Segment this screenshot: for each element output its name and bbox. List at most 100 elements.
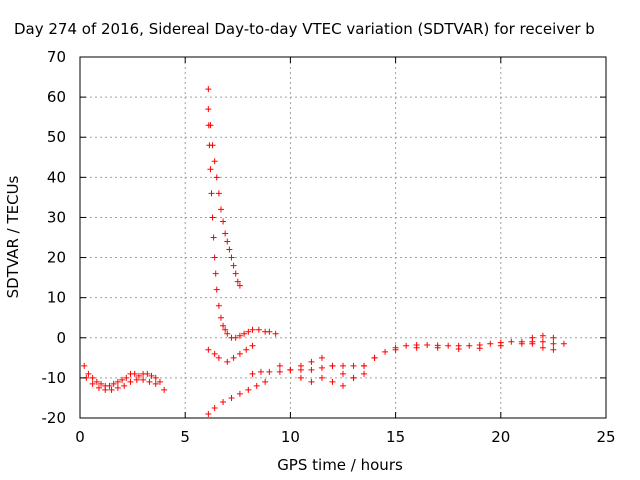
data-point bbox=[133, 376, 140, 383]
data-point bbox=[308, 366, 315, 373]
series-arc-low bbox=[205, 378, 269, 417]
data-point bbox=[466, 342, 473, 349]
data-point bbox=[135, 372, 142, 379]
series-arc-rise bbox=[224, 342, 256, 365]
data-point bbox=[350, 362, 357, 369]
series-arc-hump bbox=[297, 354, 357, 381]
y-tick-label: 70 bbox=[47, 48, 66, 66]
x-tick-label: 5 bbox=[180, 428, 190, 446]
data-point bbox=[297, 374, 304, 381]
data-point bbox=[114, 384, 121, 391]
data-point bbox=[93, 378, 100, 385]
data-point bbox=[255, 326, 262, 333]
data-point bbox=[276, 368, 283, 375]
data-point bbox=[371, 354, 378, 361]
data-point bbox=[205, 86, 212, 93]
data-point bbox=[106, 382, 113, 389]
data-point bbox=[161, 386, 168, 393]
data-point bbox=[207, 122, 214, 129]
data-point bbox=[550, 334, 557, 341]
axis-ticks: 0 5 10 15 20 25 -20 -10 0 10 20 30 40 50 60 70 bbox=[42, 48, 616, 446]
series-arc-early-lower bbox=[83, 374, 159, 393]
data-point bbox=[228, 254, 235, 261]
data-point bbox=[234, 278, 241, 285]
grid-lines bbox=[80, 57, 606, 418]
data-point bbox=[114, 378, 121, 385]
data-point bbox=[403, 342, 410, 349]
data-point bbox=[217, 206, 224, 213]
data-point bbox=[249, 326, 256, 333]
y-tick-label: 40 bbox=[47, 168, 66, 186]
data-point bbox=[152, 374, 159, 381]
data-point bbox=[119, 376, 126, 383]
data-point bbox=[340, 370, 346, 377]
data-point bbox=[455, 346, 462, 353]
data-point bbox=[89, 374, 96, 381]
data-point bbox=[329, 362, 336, 369]
data-point bbox=[211, 254, 218, 261]
data-point bbox=[98, 380, 105, 387]
x-tick-label: 0 bbox=[75, 428, 85, 446]
data-point bbox=[539, 344, 546, 351]
data-point bbox=[102, 386, 109, 393]
x-tick-label: 10 bbox=[281, 428, 300, 446]
data-point bbox=[215, 190, 222, 197]
plot-frame bbox=[79, 56, 607, 419]
data-point bbox=[108, 386, 115, 393]
data-point bbox=[110, 380, 117, 387]
data-point bbox=[215, 354, 222, 361]
x-axis-label: GPS time / hours bbox=[277, 456, 403, 474]
data-point bbox=[205, 410, 212, 417]
data-point bbox=[361, 362, 368, 369]
data-point bbox=[230, 354, 237, 361]
data-point bbox=[508, 338, 515, 345]
data-point bbox=[550, 340, 557, 347]
data-point bbox=[232, 334, 239, 341]
data-point bbox=[236, 282, 243, 289]
data-point bbox=[144, 370, 151, 377]
series-arc-mid-lower bbox=[276, 362, 368, 389]
y-tick-label: 30 bbox=[47, 208, 66, 226]
data-point bbox=[209, 214, 216, 221]
data-point bbox=[287, 366, 294, 373]
data-point bbox=[152, 380, 159, 387]
data-point bbox=[220, 322, 227, 329]
data-point bbox=[445, 342, 452, 349]
data-point bbox=[392, 346, 399, 353]
data-point bbox=[232, 270, 239, 277]
data-point bbox=[208, 190, 215, 197]
data-point bbox=[85, 370, 92, 377]
data-point bbox=[123, 374, 130, 381]
data-point bbox=[226, 246, 233, 253]
data-point bbox=[228, 394, 235, 401]
data-point bbox=[518, 340, 525, 347]
data-point bbox=[318, 354, 325, 361]
data-point bbox=[272, 330, 279, 337]
data-point bbox=[262, 378, 269, 385]
data-point bbox=[361, 370, 368, 377]
data-point bbox=[243, 346, 250, 353]
data-point bbox=[340, 362, 346, 369]
data-point bbox=[95, 384, 102, 391]
y-tick-label: 60 bbox=[47, 88, 66, 106]
data-point bbox=[148, 372, 155, 379]
data-point bbox=[297, 362, 304, 369]
data-point bbox=[89, 380, 96, 387]
data-point bbox=[476, 345, 483, 352]
data-point bbox=[487, 340, 494, 347]
data-point bbox=[245, 386, 252, 393]
data-point bbox=[249, 342, 256, 349]
data-point bbox=[253, 382, 260, 389]
data-point bbox=[121, 382, 128, 389]
data-point bbox=[241, 330, 248, 337]
data-point bbox=[146, 378, 153, 385]
data-point bbox=[329, 378, 336, 385]
data-point bbox=[213, 174, 220, 181]
data-point bbox=[211, 404, 218, 411]
data-point bbox=[222, 326, 229, 333]
data-point bbox=[249, 370, 256, 377]
y-tick-label: -10 bbox=[42, 369, 67, 387]
data-point bbox=[245, 328, 252, 335]
series-arc-dip bbox=[205, 346, 222, 361]
